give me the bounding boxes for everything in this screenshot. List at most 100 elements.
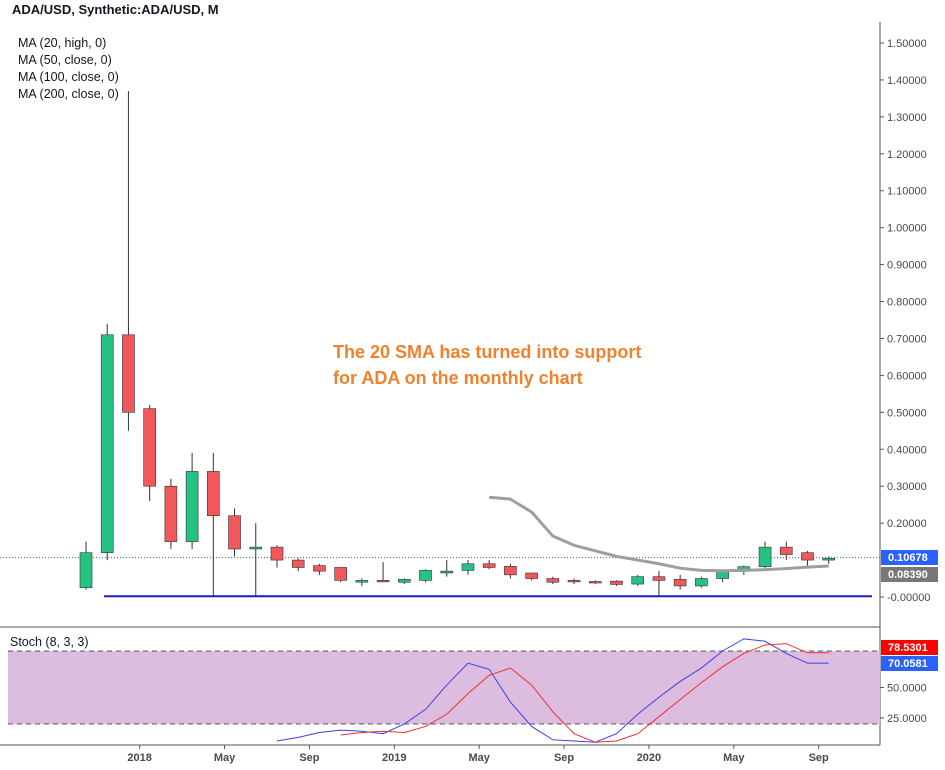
candle-body-up — [440, 570, 454, 574]
candle-body-down — [567, 580, 581, 583]
candle-body-up — [355, 580, 369, 583]
candle — [758, 541, 772, 570]
stoch-d-badge-bg — [881, 656, 938, 671]
candle-body-down — [588, 581, 602, 584]
price-tick-label: 0.50000 — [887, 407, 927, 419]
candle-body-up — [249, 546, 263, 550]
candle-body-up — [695, 578, 708, 587]
legend-item-ma200: MA (200, close, 0) — [18, 87, 119, 101]
time-tick-label: May — [468, 752, 490, 764]
price-tick-label: 0.60000 — [887, 370, 927, 382]
stoch-tick-label: 50.0000 — [887, 683, 927, 695]
candle — [482, 560, 496, 570]
stoch-tick-label: 25.0000 — [887, 713, 927, 725]
stoch-d-badge-text: 70.0581 — [888, 658, 928, 670]
candle — [461, 560, 475, 575]
price-tick-label: 1.10000 — [887, 186, 927, 198]
last-price-badge: 0.10678 — [881, 550, 938, 565]
candle-body-up — [631, 576, 645, 585]
candle — [419, 569, 432, 583]
candle — [334, 567, 347, 583]
candle-body-down — [652, 576, 666, 581]
price-tick-label: 1.00000 — [887, 223, 927, 235]
last-price-badge-text: 0.10678 — [888, 552, 928, 564]
candle — [567, 578, 581, 585]
stoch-title: Stoch (8, 3, 3) — [10, 635, 89, 649]
ma-value-badge-bg — [881, 567, 938, 582]
price-tick-label: 0.30000 — [887, 481, 927, 493]
time-tick-label: Sep — [809, 752, 829, 764]
candle-body-down — [313, 565, 326, 572]
candle-body-down — [164, 485, 178, 542]
candle — [207, 452, 220, 597]
candle — [376, 561, 390, 583]
candle — [610, 580, 623, 586]
candle-body-down — [504, 566, 517, 576]
candle-body-down — [779, 546, 793, 555]
price-tick-label: 0.80000 — [887, 297, 927, 309]
candle — [779, 541, 793, 561]
candle-body-down — [482, 563, 496, 568]
ma-value-badge-text: 0.08390 — [888, 569, 928, 581]
price-tick-label: -0.00000 — [887, 592, 930, 604]
time-axis-ticks: 2018 May Sep 2019 May Sep 2020 May Sep — [127, 745, 829, 764]
candle-body-up — [419, 570, 432, 581]
last-price-badge-bg — [881, 550, 938, 565]
candle — [440, 560, 454, 577]
candle-body-down — [334, 567, 347, 581]
candle-body-down — [525, 572, 538, 579]
candle — [801, 550, 814, 568]
price-tick-label: 1.50000 — [887, 38, 927, 50]
price-tick-label: 1.20000 — [887, 149, 927, 161]
time-tick-label: May — [214, 752, 236, 764]
candle-body-down — [122, 334, 135, 413]
candle-body-down — [228, 515, 241, 550]
ma-legend: MA (20, high, 0) MA (50, close, 0) MA (1… — [18, 36, 119, 101]
candle — [249, 523, 263, 597]
legend-item-ma20: MA (20, high, 0) — [18, 36, 106, 50]
candle-body-down — [291, 559, 305, 568]
candle — [79, 541, 93, 590]
candle-body-down — [207, 471, 220, 517]
candle — [185, 452, 199, 549]
price-tick-label: 0.70000 — [887, 333, 927, 345]
stoch-k-badge-bg — [881, 640, 938, 655]
candle — [397, 578, 411, 585]
candle-body-up — [758, 546, 772, 568]
time-tick-label: 2019 — [382, 752, 406, 764]
candle — [228, 508, 241, 557]
time-tick-label: May — [723, 752, 745, 764]
stoch-k-badge-text: 78.5301 — [888, 642, 928, 654]
candle — [504, 563, 517, 579]
candle — [822, 556, 836, 564]
candle — [143, 404, 156, 501]
candle — [588, 580, 602, 585]
candle — [546, 576, 560, 585]
legend-item-ma100: MA (100, close, 0) — [18, 70, 119, 84]
ma-layer — [489, 495, 829, 573]
candle — [164, 478, 178, 549]
annotation-line-2: for ADA on the monthly chart — [333, 368, 583, 388]
candle — [355, 578, 369, 586]
time-tick-label: Sep — [554, 752, 574, 764]
annotation-line-1: The 20 SMA has turned into support — [333, 342, 641, 362]
candle-body-down — [270, 546, 284, 561]
chart-title: ADA/USD, Synthetic:ADA/USD, M — [12, 2, 219, 17]
stoch-d-badge: 70.0581 — [881, 656, 938, 671]
candle-body-up — [822, 557, 836, 561]
price-tick-label: 0.90000 — [887, 260, 927, 272]
candle-body-up — [461, 563, 475, 571]
candle-body-down — [610, 580, 623, 585]
candle-body-down — [673, 578, 687, 587]
candle — [631, 574, 645, 586]
candle-body-down — [376, 580, 390, 583]
candle — [652, 571, 666, 597]
candle-body-up — [100, 334, 114, 553]
ma-value-badge: 0.08390 — [881, 567, 938, 582]
candle — [673, 574, 687, 590]
candle-body-down — [801, 552, 814, 561]
stoch-d-line — [340, 643, 829, 743]
candles-layer — [79, 91, 836, 597]
time-tick-label: 2020 — [637, 752, 661, 764]
